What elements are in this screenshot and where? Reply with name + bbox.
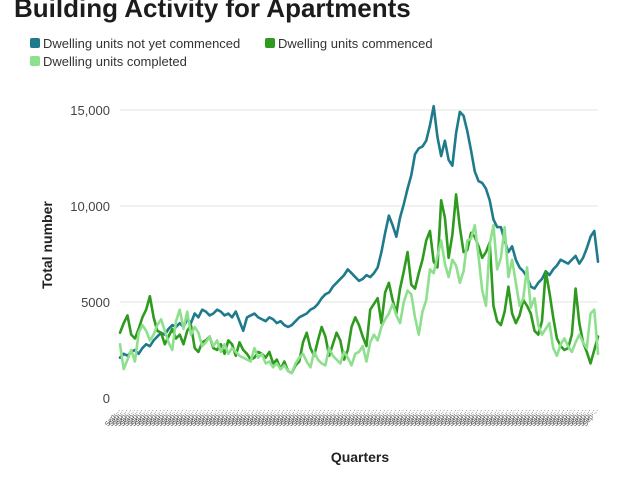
legend-label-commenced: Dwelling units commenced	[278, 36, 433, 51]
legend-label-completed: Dwelling units completed	[43, 54, 187, 69]
x-axis-ticks: Sep-...Sep-...Sep-...Sep-...Sep-...Sep-.…	[104, 407, 600, 428]
legend-swatch-not-yet-commenced	[30, 38, 40, 48]
series-line-0[interactable]	[118, 104, 600, 359]
legend-swatch-commenced	[265, 38, 275, 48]
y-tick-label: 15,000	[70, 103, 110, 118]
y-tick-label: 10,000	[70, 199, 110, 214]
legend-item-completed[interactable]: Dwelling units completed	[30, 54, 187, 69]
legend-label-not-yet-commenced: Dwelling units not yet commenced	[43, 36, 240, 51]
chart-title: Building Activity for Apartments	[14, 0, 411, 23]
y-axis-ticks: 0 5000 10,000 15,000	[70, 103, 110, 406]
series-line-2[interactable]	[118, 223, 600, 375]
legend: Dwelling units not yet commenced Dwellin…	[30, 36, 433, 69]
legend-item-not-yet-commenced[interactable]: Dwelling units not yet commenced	[30, 36, 240, 51]
x-axis-title: Quarters	[331, 449, 390, 465]
legend-swatch-completed	[30, 56, 40, 66]
y-tick-label: 0	[103, 391, 110, 406]
legend-item-commenced[interactable]: Dwelling units commenced	[265, 36, 433, 51]
series-line-1[interactable]	[118, 193, 600, 375]
y-tick-label: 5000	[81, 295, 110, 310]
series-lines	[118, 104, 600, 375]
y-axis-title: Total number	[39, 201, 55, 289]
